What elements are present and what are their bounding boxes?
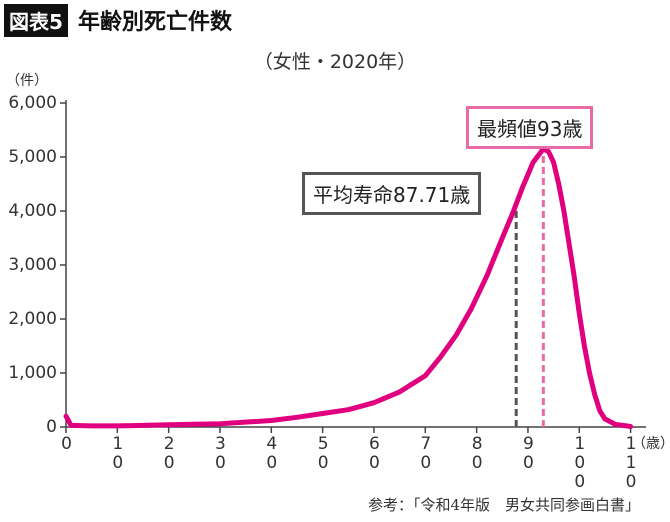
x-tick-label: 70 — [415, 434, 436, 472]
x-tick-label: 10 — [107, 434, 128, 472]
x-tick-label: 110 — [621, 434, 642, 491]
data-line — [63, 146, 634, 429]
source: 参考：「令和4年版 男女共同参画白書」 — [367, 496, 640, 514]
x-tick-label: 50 — [313, 434, 334, 472]
annotation: 平均寿命87.71歳 — [302, 172, 482, 215]
y-tick-label: 0 — [46, 417, 57, 437]
x-tick-label: 100 — [569, 434, 590, 491]
title-tag: 図表5 — [4, 4, 68, 37]
x-axis-label: （歳） — [632, 436, 670, 452]
x-tick-label: 0 — [56, 434, 77, 453]
y-tick-label: 5,000 — [8, 147, 57, 167]
y-tick-label: 4,000 — [8, 201, 57, 221]
y-tick-label: 2,000 — [8, 309, 57, 329]
subtitle: （女性・2020年） — [253, 51, 417, 73]
y-axis-label: （件） — [6, 73, 48, 89]
x-tick-label: 40 — [261, 434, 282, 472]
y-tick-label: 1,000 — [8, 363, 57, 383]
y-tick-label: 6,000 — [8, 93, 57, 113]
x-tick-label: 30 — [210, 434, 231, 472]
x-tick-label: 20 — [159, 434, 180, 472]
annotation: 最頻値93歳 — [466, 106, 594, 149]
y-tick-label: 3,000 — [8, 255, 57, 275]
x-tick-label: 60 — [364, 434, 385, 472]
x-tick-label: 90 — [518, 434, 539, 472]
chart-title: 年齢別死亡件数 — [78, 10, 233, 35]
x-tick-label: 80 — [467, 434, 488, 472]
